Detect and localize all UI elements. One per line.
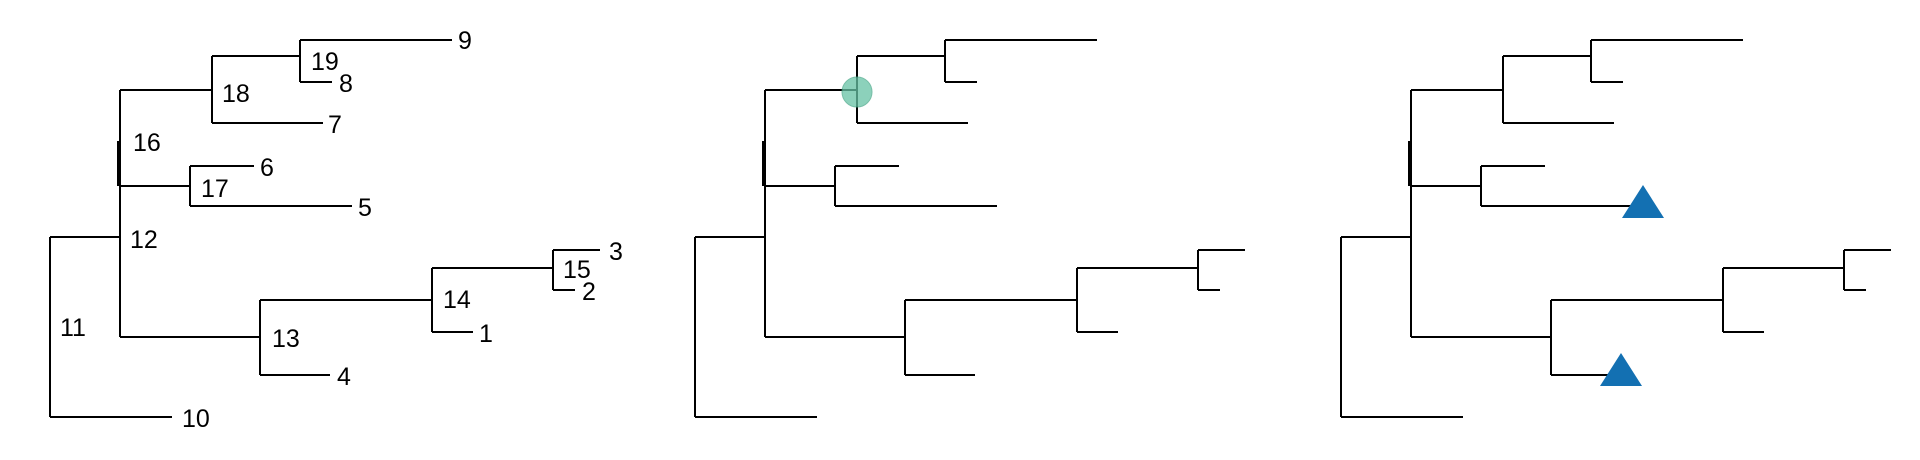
edge-node-12	[119, 89, 260, 338]
tip-label-4: 4	[337, 363, 351, 391]
tip-label-10: 10	[182, 405, 210, 433]
edge-node-14	[1722, 267, 1844, 333]
tree-edges	[694, 39, 1245, 418]
edge-node-11	[694, 236, 817, 418]
tip-label-6: 6	[260, 154, 274, 182]
edge-node-17	[189, 165, 352, 207]
edge-node-12	[764, 89, 905, 338]
node-label-19: 19	[311, 48, 339, 76]
edge-node-19	[944, 39, 1097, 83]
tree-edges	[49, 39, 600, 418]
edge-node-19	[299, 39, 452, 83]
tip-label-8: 8	[339, 70, 353, 98]
node-label-11: 11	[60, 314, 86, 342]
tip-label-7: 7	[328, 111, 342, 139]
node-highlight-circle	[841, 76, 873, 108]
edge-node-19	[1590, 39, 1743, 83]
tip-highlight-triangle-5	[1622, 185, 1664, 218]
edge-node-18	[856, 55, 968, 124]
edge-node-13	[904, 299, 1077, 376]
edge-node-13	[1550, 299, 1723, 376]
tip-label-1: 1	[479, 320, 493, 348]
edge-node-12	[1410, 89, 1551, 338]
node-label-12: 12	[130, 226, 158, 254]
tip-label-3: 3	[609, 238, 623, 266]
tip-label-9: 9	[458, 27, 472, 55]
edge-node-14	[431, 267, 553, 333]
edge-node-11	[49, 236, 172, 418]
node-label-13: 13	[272, 325, 300, 353]
tree-panel-2	[694, 39, 1245, 418]
node-label-15: 15	[563, 256, 591, 284]
edge-node-15	[552, 249, 600, 291]
tree-edges	[1340, 39, 1891, 418]
node-label-14: 14	[443, 286, 471, 314]
tip-label-5: 5	[358, 194, 372, 222]
edge-node-17	[1480, 165, 1643, 207]
edge-node-13	[259, 299, 432, 376]
node-labels: 9 19 8 18 7 16 6 17 5 12 3 15 2 14 11 1 …	[60, 27, 623, 433]
edge-node-11	[1340, 236, 1463, 418]
tree-panel-3	[1340, 39, 1891, 418]
tip-label-2: 2	[582, 278, 596, 306]
node-label-16: 16	[133, 129, 161, 157]
node-label-17: 17	[201, 175, 229, 203]
edge-node-14	[1076, 267, 1198, 333]
tree-panel-1: 9 19 8 18 7 16 6 17 5 12 3 15 2 14 11 1 …	[49, 27, 623, 433]
edge-node-15	[1843, 249, 1891, 291]
tip-highlight-triangle-4	[1600, 353, 1642, 386]
edge-node-17	[834, 165, 997, 207]
edge-node-18	[1502, 55, 1614, 124]
edge-node-18	[211, 55, 323, 124]
edge-node-15	[1197, 249, 1245, 291]
node-label-18: 18	[222, 80, 250, 108]
